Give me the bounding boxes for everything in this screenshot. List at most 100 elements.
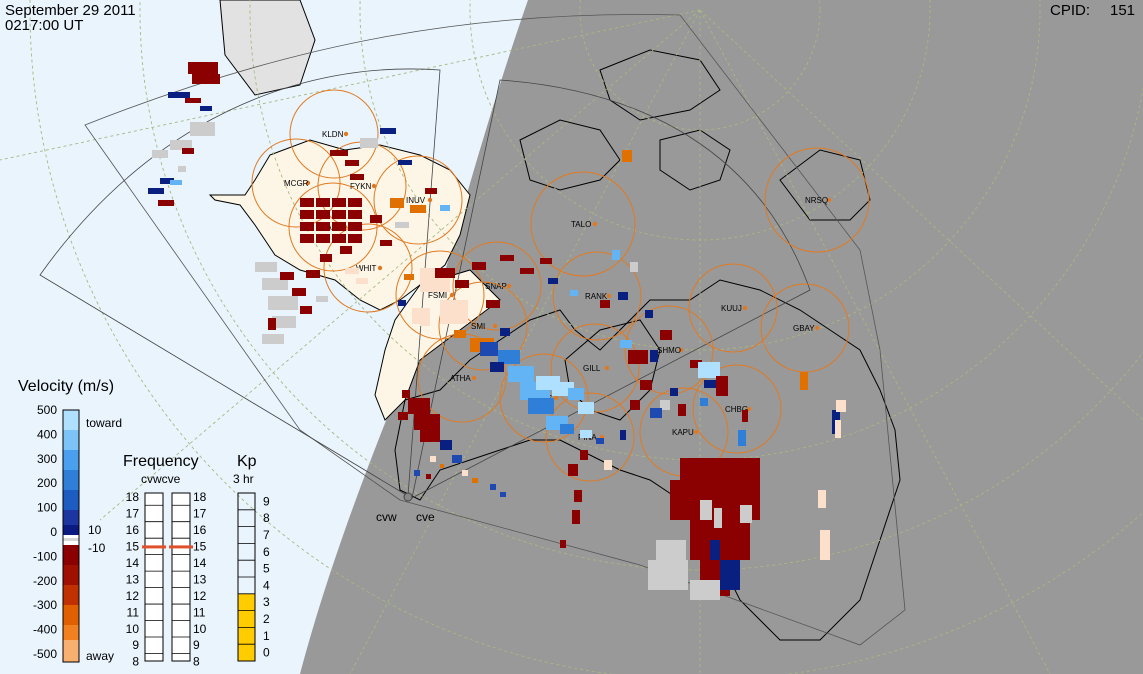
station-fov-ring [545,392,635,482]
velocity-color-segment [63,640,79,662]
station-fov-ring [499,353,589,443]
night-side-shading [300,0,1143,674]
velocity-color-segment [63,605,79,625]
velocity-color-segment [63,470,79,490]
velocity-echo [645,310,653,318]
kp-grid [238,509,255,645]
velocity-echo [182,148,194,154]
velocity-echo [316,198,330,207]
velocity-echo [648,560,688,590]
frequency-box-cvw [144,492,164,662]
velocity-echo [160,178,174,184]
station-fov-ring [688,263,778,353]
velocity-echo [500,255,514,261]
station-label: KLDN [322,130,344,139]
velocity-echo [340,246,352,254]
station-fov-ring [552,251,642,341]
velocity-echo [300,222,314,231]
station-dot [826,197,832,203]
velocity-color-segment [63,430,79,450]
velocity-echo [678,404,686,416]
kp-tick: 8 [263,511,270,525]
velocity-echo [426,474,431,479]
velocity-echo [650,408,662,418]
velocity-echo [690,580,720,600]
longitude-line [0,9,701,161]
velocity-echo [700,500,712,520]
station-fov-ring [530,171,636,277]
velocity-echo [480,342,498,356]
kp-subtitle: 3 hr [233,472,254,486]
frequency-tick-left: 16 [126,523,140,537]
velocity-echo [498,350,520,364]
greenland-landmass [219,0,316,96]
velocity-echo [710,540,720,560]
velocity-echo [568,464,578,476]
velocity-echo [268,296,298,310]
frequency-tick-right: 16 [193,523,207,537]
station-dot [343,131,349,137]
frequency-tick-left: 10 [126,622,140,636]
station-dot [678,347,684,353]
velocity-echo [348,234,362,243]
radar-site-marker [403,492,413,502]
velocity-echo [316,210,330,219]
velocity-echo [440,440,452,450]
station-fov-ring [764,147,870,253]
velocity-echo [836,400,846,412]
velocity-echo [454,330,466,338]
velocity-color-segment [63,450,79,470]
kp-tick: 5 [263,562,270,576]
velocity-echo [520,268,534,274]
velocity-echo [486,300,500,308]
velocity-echo [356,278,368,284]
station-label: FSMI [428,291,447,300]
frequency-tick-right: 14 [193,556,207,570]
latitude-circle [139,0,1143,571]
cvw-fov-outline [39,68,441,497]
velocity-echo [574,490,582,502]
velocity-echo [435,268,455,278]
frequency-tick-right: 8 [193,655,200,669]
velocity-tick: -500 [33,647,57,661]
velocity-echo [528,398,554,414]
station-label: SMI [471,322,485,331]
away-label: away [86,649,114,663]
frequency-tick-right: 13 [193,572,207,586]
velocity-echo [440,205,450,211]
kp-tick: 2 [263,612,270,626]
velocity-echo [612,250,620,260]
velocity-echo [425,188,437,194]
velocity-echo [414,470,420,476]
station-dot [742,305,748,311]
station-fov-ring [373,155,463,245]
velocity-color-segment [63,585,79,605]
velocity-color-segment [63,541,79,545]
velocity-echo [548,278,558,284]
frequency-tick-right: 17 [193,506,207,520]
velocity-echo [292,288,306,296]
velocity-echo [190,122,215,136]
frequency-tick-right: 18 [193,490,207,504]
velocity-echo [262,278,288,290]
station-label: NRSQ [805,196,828,205]
station-fov-ring [288,182,378,272]
velocity-echo [398,160,412,165]
station-dot [604,365,610,371]
velocity-echo [720,560,740,590]
velocity-echo [300,234,314,243]
station-fov-ring [395,250,485,340]
velocity-color-segment [63,545,79,565]
frequency-tick-left: 18 [126,490,140,504]
velocity-echo [560,540,566,548]
velocity-echo [568,388,584,400]
station-dot [305,180,311,186]
station-label: CHBG [725,405,748,414]
velocity-echo [398,300,406,306]
velocity-echo [650,350,658,362]
kp-tick: 1 [263,629,270,643]
station-label: WHIT [356,264,377,273]
velocity-echo [170,140,192,150]
frequency-tick-labels: 18 18 17 17 16 16 15 15 14 14 13 13 12 12 11 11 10 10 9 9 8 8 [126,490,207,669]
velocity-echo [410,205,426,213]
